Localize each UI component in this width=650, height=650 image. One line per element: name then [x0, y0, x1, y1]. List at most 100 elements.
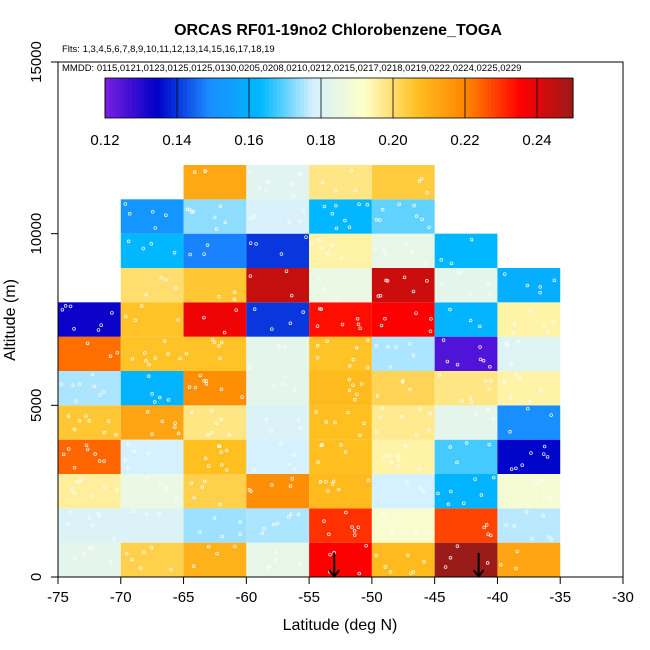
sample-point: [102, 459, 106, 463]
sample-point: [540, 478, 544, 482]
sample-point: [520, 463, 524, 467]
sample-point: [468, 396, 473, 400]
colorbar-segment: [136, 78, 141, 118]
heatmap-cell: [58, 474, 121, 509]
sample-point: [505, 343, 509, 347]
sample-point: [297, 219, 302, 223]
sample-point: [103, 485, 107, 489]
sample-point: [411, 289, 416, 294]
colorbar-segment: [366, 78, 371, 118]
colorbar-segment: [498, 78, 504, 118]
sample-point: [351, 383, 355, 387]
sample-point: [354, 345, 359, 350]
colorbar-segment: [463, 78, 469, 118]
sample-point: [291, 193, 295, 198]
colorbar: [104, 77, 574, 119]
heatmap-cell: [58, 439, 121, 474]
sample-point: [353, 397, 357, 402]
sample-point: [126, 442, 131, 447]
sample-point: [115, 350, 119, 355]
sample-point: [326, 489, 330, 493]
heatmap-cell: [497, 542, 561, 577]
axes: -75 -70 -65 -60 -55 -50 -45 -40 -35 -30 0 5000 10000…: [28, 41, 634, 606]
sample-point: [469, 292, 473, 296]
heatmap-cell: [183, 336, 247, 371]
sample-point: [193, 385, 198, 390]
sample-point: [61, 452, 66, 457]
sample-point: [548, 495, 553, 499]
sample-point: [437, 373, 442, 377]
colorbar-segment: [432, 78, 438, 118]
heatmap-cell: [371, 508, 435, 543]
sample-point: [166, 352, 170, 356]
colorbar-segment: [245, 78, 250, 118]
sample-point: [317, 278, 321, 282]
sample-point: [449, 489, 453, 494]
heatmap-cell: [371, 542, 435, 577]
colorbar-segment: [222, 78, 227, 118]
sample-point: [71, 383, 75, 387]
sample-point: [337, 487, 341, 492]
sample-point: [328, 552, 332, 557]
sample-point: [378, 415, 383, 420]
sample-point: [334, 203, 338, 208]
sample-point: [283, 374, 287, 379]
sample-point: [420, 217, 424, 222]
colorbar-segment: [202, 78, 207, 118]
colorbar-segment: [362, 78, 367, 118]
colorbar-segment: [569, 78, 574, 118]
sample-point: [72, 465, 77, 470]
colorbar-tick-label: 0.24: [522, 132, 551, 149]
sample-point: [222, 330, 227, 335]
sample-point: [547, 535, 551, 539]
flights-list: Flts: 1,3,4,5,6,7,8,9,10,11,12,13,14,15,…: [62, 44, 275, 55]
sample-point: [301, 209, 305, 213]
sample-point: [350, 525, 354, 529]
sample-point: [219, 450, 223, 454]
sample-point: [144, 512, 149, 517]
sample-point: [460, 399, 464, 403]
sample-point: [269, 428, 273, 433]
sample-point: [147, 362, 151, 367]
colorbar-segment: [413, 78, 418, 118]
sample-point: [82, 551, 87, 556]
sample-point: [405, 480, 409, 484]
sample-point: [189, 410, 194, 415]
sample-point: [176, 318, 181, 322]
sample-point: [205, 243, 210, 247]
sample-point: [301, 310, 305, 314]
sample-point: [88, 546, 92, 550]
sample-point: [252, 307, 257, 311]
heatmap-cell: [497, 474, 561, 509]
sample-point: [351, 357, 356, 362]
sample-point: [238, 520, 243, 524]
x-tick-label: -75: [47, 589, 69, 606]
sample-point: [206, 544, 211, 549]
sample-point: [72, 490, 76, 495]
sample-point: [112, 537, 117, 541]
sample-point: [542, 452, 546, 456]
sample-point: [455, 544, 460, 548]
sample-point: [421, 489, 426, 494]
sample-point: [260, 531, 264, 536]
heatmap-cell: [183, 474, 247, 509]
colorbar-segment: [311, 78, 317, 118]
sample-point: [315, 343, 320, 348]
sample-point: [124, 314, 128, 319]
colorbar-segment: [459, 78, 465, 118]
sample-point: [403, 241, 408, 246]
sample-point: [204, 382, 209, 386]
sample-point: [150, 432, 154, 436]
colorbar-segment: [140, 78, 145, 118]
sample-point: [153, 356, 158, 360]
sample-point: [92, 384, 97, 389]
colorbar-segment: [487, 78, 492, 118]
sample-point: [63, 304, 68, 308]
colorbar-segment: [467, 78, 473, 118]
sample-point: [174, 495, 179, 500]
colorbar-segment: [112, 78, 118, 118]
y-tick-label: 0: [28, 573, 45, 581]
colorbar-segment: [296, 78, 301, 118]
heatmap-cell: [120, 474, 184, 509]
colorbar-segment: [448, 78, 453, 118]
